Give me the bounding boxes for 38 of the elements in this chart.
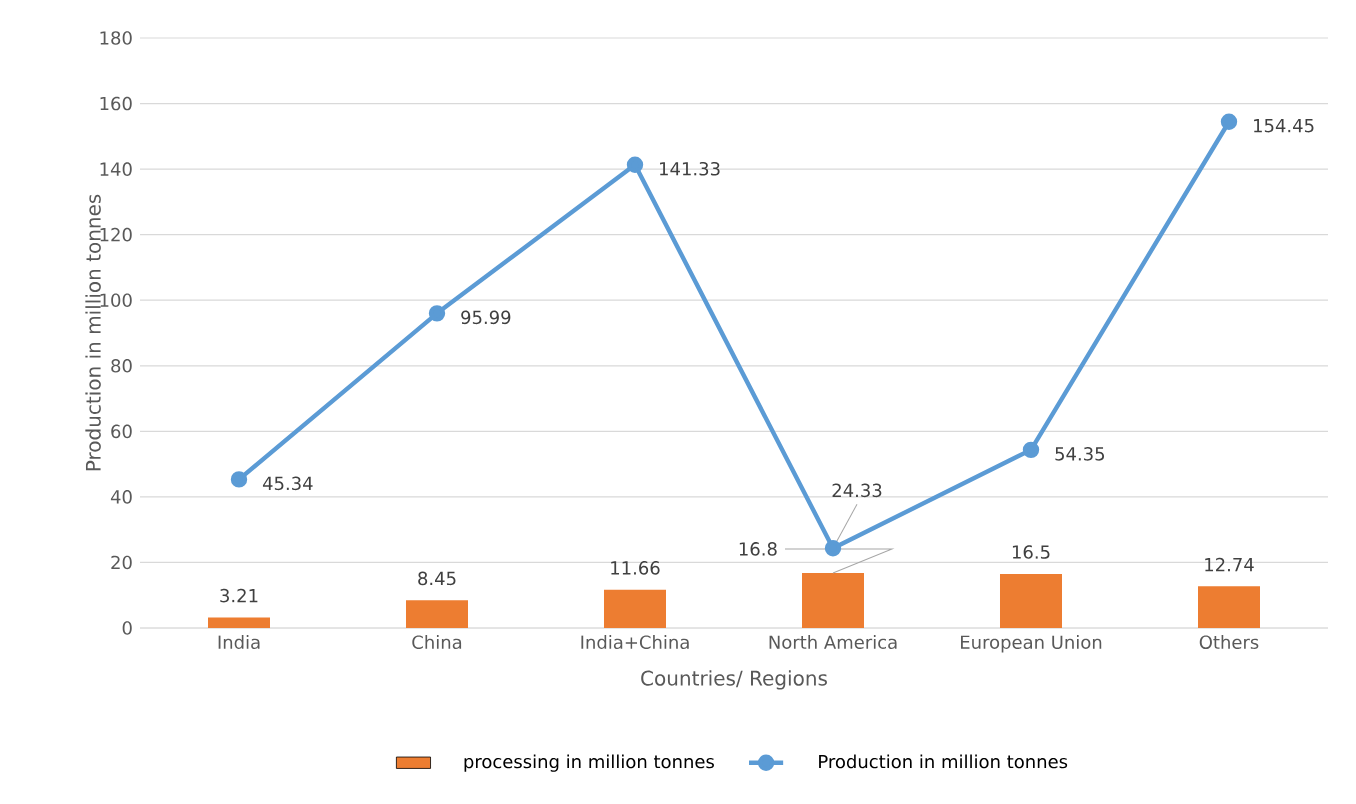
data-label: 154.45: [1254, 119, 1314, 133]
data-label: 24.33: [832, 483, 882, 498]
x-tick-label: China: [412, 635, 462, 649]
point: [1220, 113, 1238, 130]
point: [1022, 441, 1040, 459]
data-label: 141.33: [660, 161, 720, 176]
point: [626, 156, 644, 173]
y-tick-label: 120: [100, 227, 132, 242]
data-label: 16.5: [1012, 545, 1050, 559]
x-tick-label: India: [218, 635, 260, 649]
y-tick-label: 60: [111, 424, 132, 439]
x-tick-label: European Union: [961, 635, 1102, 653]
legend-label: Production in million tonnes: [819, 754, 1068, 769]
x-tick-label: India+China: [581, 635, 689, 649]
point: [428, 305, 446, 322]
y-axis-title: Production in million tonnes: [85, 194, 101, 471]
legend-label: processing in million tonnes: [464, 754, 714, 772]
x-axis-title: Countries/ Regions: [641, 670, 827, 690]
data-label: 8.45: [418, 571, 456, 586]
data-label: 45.34: [262, 476, 313, 491]
y-tick-label: 0: [122, 621, 132, 635]
data-label: 12.74: [1205, 557, 1254, 572]
data-label: 11.66: [611, 561, 660, 575]
data-label: 3.21: [220, 588, 258, 603]
y-tick-label: 160: [100, 96, 132, 111]
data-label: 16.8: [739, 542, 777, 556]
point: [824, 540, 842, 557]
data-label: 54.35: [1055, 447, 1105, 461]
y-tick-label: 100: [100, 293, 132, 308]
y-tick-label: 40: [110, 490, 132, 504]
x-tick-label: Others: [1199, 635, 1259, 649]
y-tick-label: 180: [100, 31, 132, 45]
y-tick-label: 20: [111, 555, 132, 570]
x-tick-label: North America: [769, 635, 897, 649]
y-tick-label: 140: [100, 162, 132, 176]
point: [230, 471, 248, 488]
data-label: 95.99: [461, 310, 511, 325]
y-tick-label: 80: [111, 358, 132, 373]
